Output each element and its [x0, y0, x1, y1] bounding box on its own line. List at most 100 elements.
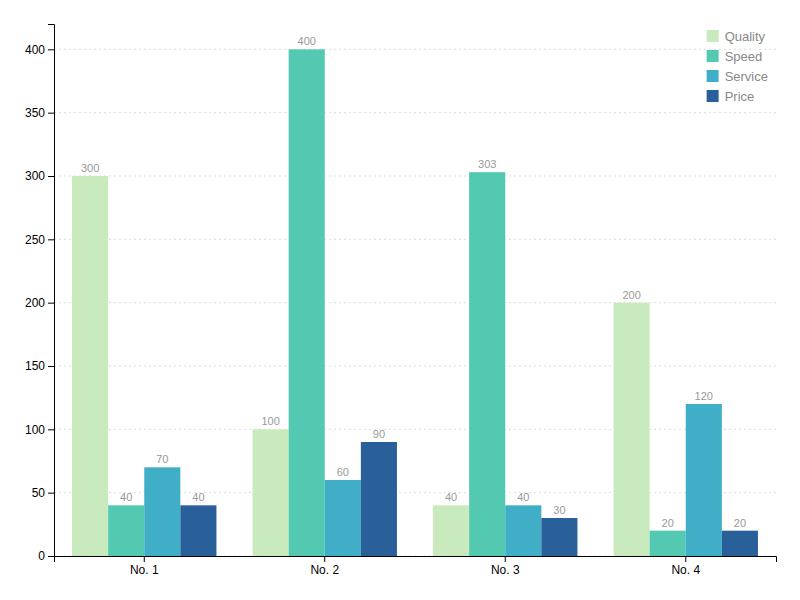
legend-item: Quality: [707, 29, 766, 44]
data-label: 40: [517, 491, 529, 503]
y-tick-mark: [48, 239, 54, 240]
y-tick: 100: [25, 423, 54, 437]
data-label: 90: [373, 428, 385, 440]
grid-line: [54, 176, 776, 177]
x-tick: No. 3: [491, 556, 520, 577]
y-axis-line: [48, 25, 55, 557]
bar: [433, 505, 469, 556]
bar-series: [144, 404, 722, 556]
legend-item: Price: [707, 89, 755, 104]
grid-line: [54, 49, 776, 50]
bar: [325, 480, 361, 556]
x-axis-line: [55, 557, 777, 563]
x-tick-mark: [505, 556, 506, 562]
y-tick-label: 400: [25, 43, 45, 57]
y-tick-label: 250: [25, 233, 45, 247]
y-tick-mark: [48, 176, 54, 177]
y-tick-mark: [48, 303, 54, 304]
legend-label: Price: [725, 89, 755, 104]
x-tick-mark: [324, 556, 325, 562]
y-tick-mark: [48, 49, 54, 50]
grid-line: [54, 239, 776, 240]
data-label: 120: [695, 390, 713, 402]
y-tick: 50: [32, 486, 54, 500]
data-label: 60: [337, 466, 349, 478]
y-tick-label: 100: [25, 423, 45, 437]
y-tick: 0: [38, 549, 54, 563]
legend-label: Quality: [725, 29, 766, 44]
legend-swatch: [707, 30, 719, 42]
bar: [722, 531, 758, 556]
bar: [469, 172, 505, 556]
bar-series: [72, 176, 650, 556]
bar: [505, 505, 541, 556]
legend-label: Speed: [725, 49, 763, 64]
grid: [54, 49, 776, 556]
grid-line: [54, 302, 776, 303]
data-label: 20: [734, 517, 746, 529]
legend-label: Service: [725, 69, 768, 84]
data-label: 40: [445, 491, 457, 503]
x-tick-mark: [144, 556, 145, 562]
bar-series: [108, 49, 686, 556]
grid-line: [54, 429, 776, 430]
y-tick: 300: [25, 169, 54, 183]
chart-container: 3001004020040400303207060401204090302005…: [0, 0, 800, 600]
data-label: 100: [261, 415, 279, 427]
data-label: 300: [81, 162, 99, 174]
grid-line: [54, 366, 776, 367]
y-tick-mark: [48, 556, 54, 557]
x-tick-label: No. 2: [310, 563, 339, 577]
x-tick-mark: [685, 556, 686, 562]
x-tick: No. 2: [310, 556, 339, 577]
y-tick-mark: [48, 493, 54, 494]
bar: [144, 467, 180, 556]
y-tick-label: 150: [25, 359, 45, 373]
y-tick-label: 350: [25, 106, 45, 120]
data-label: 303: [478, 158, 496, 170]
legend-item: Service: [707, 69, 768, 84]
bar: [289, 49, 325, 556]
data-label: 70: [156, 453, 168, 465]
data-label: 40: [192, 491, 204, 503]
data-labels: 30010040200404003032070604012040903020: [81, 35, 746, 528]
bar: [614, 303, 650, 556]
y-tick: 200: [25, 296, 54, 310]
y-tick: 250: [25, 233, 54, 247]
y-tick-label: 0: [38, 549, 45, 563]
y-tick-mark: [48, 429, 54, 430]
legend-swatch: [707, 50, 719, 62]
data-label: 40: [120, 491, 132, 503]
y-tick-mark: [48, 366, 54, 367]
bars: [72, 49, 758, 556]
bar: [108, 505, 144, 556]
bar: [650, 531, 686, 556]
bar: [361, 442, 397, 556]
data-label: 400: [298, 35, 316, 47]
bar: [180, 505, 216, 556]
y-tick-label: 200: [25, 296, 45, 310]
chart-svg: 3001004020040400303207060401204090302005…: [0, 0, 800, 600]
x-tick-label: No. 1: [130, 563, 159, 577]
x-axis: No. 1 No. 2 No. 3 No. 4: [55, 556, 777, 577]
grid-line: [54, 112, 776, 113]
legend-swatch: [707, 70, 719, 82]
x-tick-label: No. 4: [671, 563, 700, 577]
legend-swatch: [707, 90, 719, 102]
y-tick: 400: [25, 43, 54, 57]
y-tick: 150: [25, 359, 54, 373]
y-axis: 0 50 100 150 200 250 300 350 400: [25, 25, 55, 564]
bar-series: [180, 442, 758, 556]
x-tick: No. 1: [130, 556, 159, 577]
y-tick-mark: [48, 113, 54, 114]
legend-item: Speed: [707, 49, 763, 64]
data-label: 20: [662, 517, 674, 529]
bar: [253, 429, 289, 556]
bar: [686, 404, 722, 556]
data-label: 30: [553, 504, 565, 516]
plot-area: 3001004020040400303207060401204090302005…: [25, 25, 777, 577]
x-tick-label: No. 3: [491, 563, 520, 577]
bar: [541, 518, 577, 556]
bar: [72, 176, 108, 556]
y-tick: 350: [25, 106, 54, 120]
